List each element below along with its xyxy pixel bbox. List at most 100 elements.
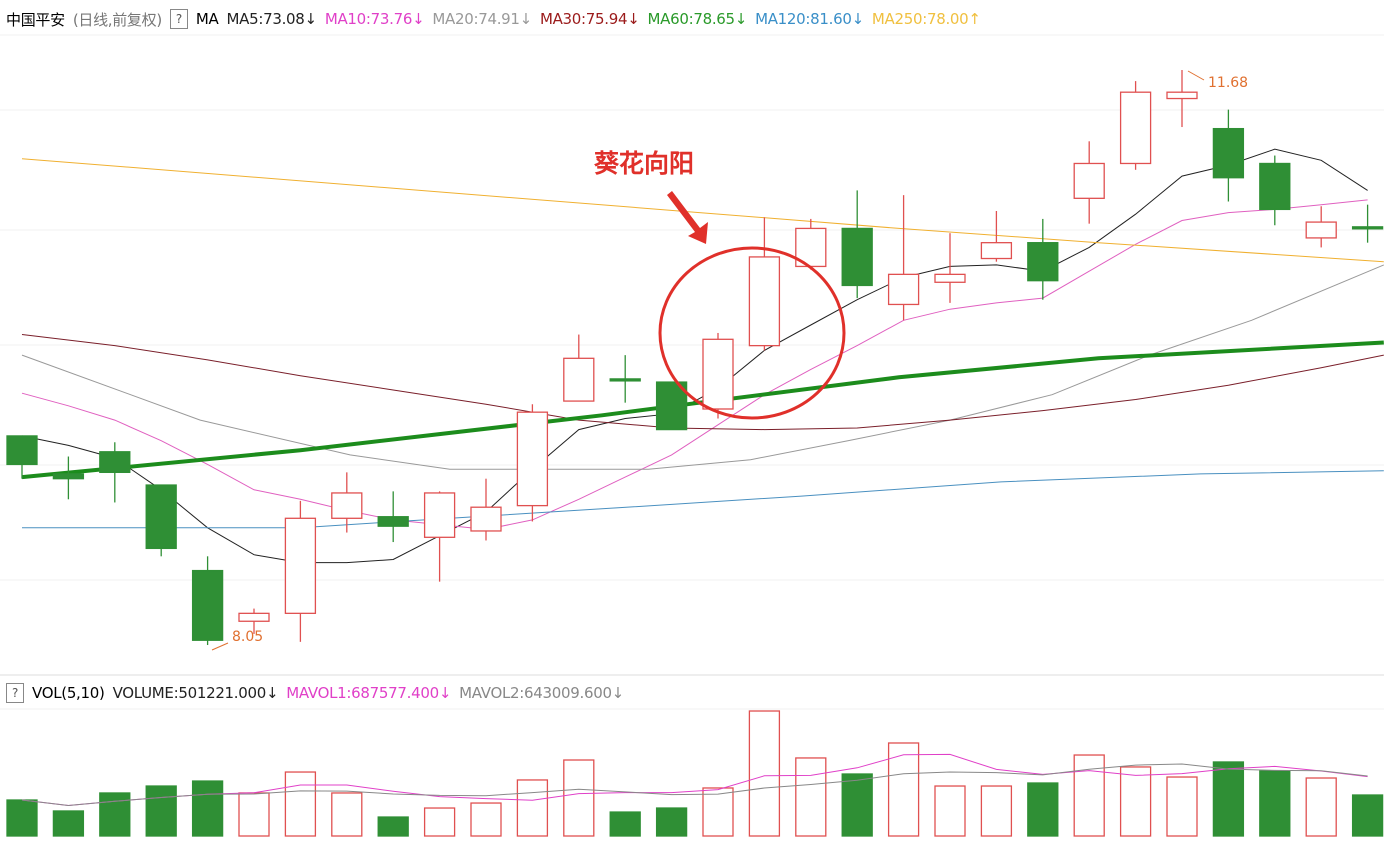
- volume-bar: [331, 792, 363, 837]
- volume-bar: [841, 773, 873, 837]
- vol-legend-0: VOLUME:501221.000↓: [112, 684, 279, 702]
- volume-bar: [1166, 776, 1198, 837]
- candle: [238, 608, 270, 634]
- candle: [145, 484, 177, 557]
- volume-bar: [748, 710, 781, 837]
- volume-bar: [99, 792, 131, 837]
- candle-body: [52, 473, 85, 480]
- volume-bar: [1073, 754, 1105, 837]
- help-button[interactable]: ?: [169, 9, 188, 29]
- volume-bar: [377, 816, 409, 837]
- candle: [470, 478, 502, 541]
- ma-legend-0: MA5:73.08↓: [226, 10, 318, 28]
- candle-body: [748, 256, 781, 347]
- candle-body: [516, 411, 549, 507]
- volume-bar: [1259, 770, 1291, 837]
- candle-body: [980, 242, 1013, 260]
- volume-bar: [655, 807, 688, 837]
- candle: [99, 442, 131, 503]
- candle-body: [1305, 221, 1337, 239]
- ma-line-ma250: [21, 158, 1384, 263]
- candle: [377, 491, 409, 543]
- candle: [516, 404, 549, 522]
- volume-bar: [702, 787, 734, 837]
- candle-body: [331, 492, 363, 519]
- ma-line-ma10: [21, 199, 1368, 530]
- volume-bar: [6, 799, 38, 837]
- candle: [841, 190, 873, 299]
- indicator-name: MA: [195, 10, 219, 28]
- candle: [52, 456, 85, 500]
- highlight-circle: [658, 246, 846, 420]
- volume-bar: [980, 785, 1013, 837]
- candle: [702, 332, 734, 419]
- candle-body: [1119, 91, 1152, 165]
- candle-body: [1351, 226, 1384, 230]
- annotation-text: 葵花向阳: [594, 149, 695, 178]
- candle: [284, 500, 317, 642]
- vol-legend-2: MAVOL2:643009.600↓: [459, 684, 624, 702]
- candle-body: [377, 516, 409, 527]
- mavol-lines: [21, 753, 1368, 807]
- annotation-shapes: 8.05 11.68: [211, 70, 1248, 651]
- candle-body: [145, 484, 177, 550]
- candle: [1073, 141, 1105, 224]
- candle: [423, 491, 456, 582]
- ma-line-ma30: [21, 334, 1384, 431]
- candle: [1027, 218, 1059, 300]
- ma-legend-3: MA30:75.94↓: [539, 10, 640, 28]
- candle: [1305, 206, 1337, 248]
- volume-indicator-name: VOL(5,10): [32, 684, 105, 702]
- candle-body: [470, 506, 502, 532]
- candle-body: [887, 273, 920, 306]
- volume-bar: [191, 780, 224, 837]
- candle-body: [423, 492, 456, 538]
- candle-body: [1259, 162, 1291, 211]
- candle-body: [238, 612, 270, 622]
- candle: [609, 355, 641, 403]
- high-pointer: [1187, 70, 1205, 81]
- candle-body: [99, 451, 131, 474]
- candle: [934, 233, 966, 303]
- candle-body: [655, 381, 688, 431]
- candle-body: [563, 357, 595, 402]
- volume-header: ? VOL(5,10) VOLUME:501221.000↓ MAVOL1:687…: [6, 682, 640, 704]
- mavol-line-2: [21, 763, 1368, 807]
- candle: [191, 556, 224, 646]
- candle-body: [1212, 127, 1245, 179]
- candle-body: [6, 435, 38, 466]
- candle: [1351, 204, 1384, 243]
- volume-bar: [52, 810, 85, 837]
- candle-body: [934, 273, 966, 283]
- volume-bar: [795, 757, 827, 837]
- volume-bars: [6, 710, 1384, 837]
- volume-bar: [1351, 794, 1384, 837]
- ma-line-ma120: [22, 470, 1384, 529]
- volume-bar: [934, 785, 966, 837]
- volume-bar: [1119, 766, 1152, 837]
- period-label: (日线,前复权): [72, 10, 162, 29]
- high-price-label: 11.68: [1208, 75, 1248, 91]
- ma-legend-5: MA120:81.60↓: [755, 10, 864, 28]
- low-price-label: 8.05: [232, 629, 263, 645]
- vol-legend-1: MAVOL1:687577.400↓: [286, 684, 452, 702]
- volume-bar: [238, 792, 270, 837]
- volume-bar: [1305, 777, 1337, 837]
- candle-body: [1166, 91, 1198, 100]
- ma-legend-4: MA60:78.65↓: [647, 10, 748, 28]
- mavol-line-1: [21, 753, 1368, 807]
- volume-help-button[interactable]: ?: [6, 683, 24, 703]
- candle: [1166, 70, 1198, 128]
- volume-bar: [887, 742, 920, 837]
- annotation-arrow: [667, 191, 708, 244]
- ma-legend-1: MA10:73.76↓: [324, 10, 425, 28]
- candles: [6, 70, 1384, 646]
- ma-header: 中国平安 (日线,前复权) ? MA MA5:73.08↓ MA10:73.76↓…: [6, 8, 997, 30]
- candle-body: [609, 378, 641, 382]
- ma-legend-6: MA250:78.00↑: [871, 10, 981, 28]
- candle-body: [191, 569, 224, 641]
- volume-bar: [609, 811, 641, 837]
- volume-bar: [1212, 761, 1245, 837]
- candle-body: [1073, 162, 1105, 199]
- volume-bar: [284, 771, 317, 837]
